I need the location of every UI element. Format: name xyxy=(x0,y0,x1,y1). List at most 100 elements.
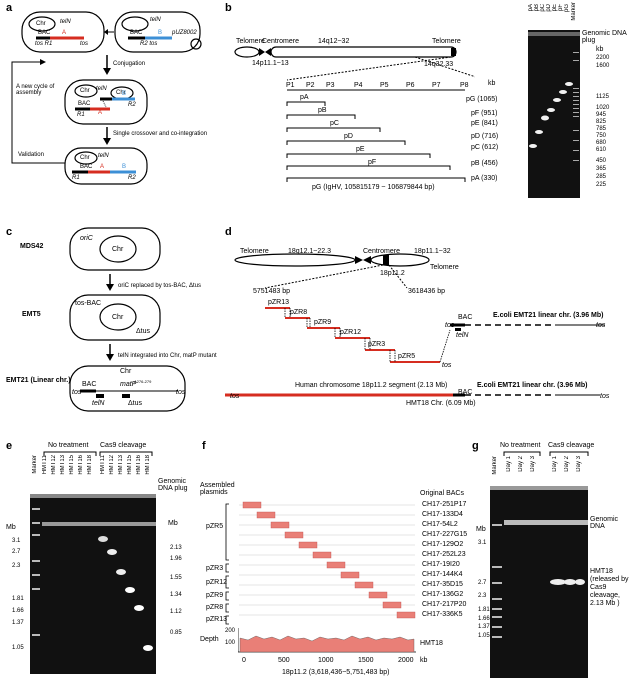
c-tos-l: tos xyxy=(72,389,82,396)
f-x-tick: 500 xyxy=(278,657,290,664)
f-depth-track xyxy=(238,628,416,653)
f-bac-label: CH17-35D15 xyxy=(422,581,463,588)
a-validation: Validation xyxy=(18,152,44,158)
f-depth: Depth xyxy=(200,636,219,643)
b-gel-left-label: pA (330) xyxy=(471,175,498,182)
f-bac-label: CH17-336K5 xyxy=(422,611,463,618)
c-tosbac: tos-BAC xyxy=(75,300,102,307)
g-size: 2.7 xyxy=(478,580,487,586)
d-plasmid-label: pZR13 xyxy=(268,299,290,306)
b-gel-left-label: pE (841) xyxy=(471,120,498,127)
d-plasmid-label: pZR5 xyxy=(398,353,416,360)
b-probe: P4 xyxy=(354,82,363,89)
c-dtus2: Δtus xyxy=(128,400,143,407)
f-bac-label: CH17-251P17 xyxy=(422,501,467,508)
f-x-tick: 1500 xyxy=(358,657,374,664)
d-tos3: tos xyxy=(596,322,606,329)
d-hmt18: HMT18 Chr. (6.09 Mb) xyxy=(406,400,476,407)
a-cell3-teln: telN xyxy=(96,86,107,92)
b-probe: P8 xyxy=(460,82,469,89)
b-marker-size: 1125 xyxy=(596,94,609,100)
f-bac-label: CH17-144K4 xyxy=(422,571,463,578)
g-size: 1.05 xyxy=(478,633,490,639)
a-cell1-tos: tos xyxy=(80,41,89,47)
b-marker-size: 610 xyxy=(596,147,607,153)
b-marker-size: 825 xyxy=(596,119,607,125)
a-cell4-r2: R2 xyxy=(128,175,136,181)
g-lane-label: Marker xyxy=(492,456,498,475)
e-size-right: 1.34 xyxy=(170,592,182,598)
a-cell3-b: B xyxy=(122,91,127,97)
b-marker-size: 680 xyxy=(596,140,607,146)
e-plug: Genomic DNA plug xyxy=(158,478,188,492)
e-size-right: 0.85 xyxy=(170,630,182,636)
b-probe: P2 xyxy=(306,82,315,89)
b-pg-label: pG (IgHV, 105815179 ~ 106879844 bp) xyxy=(312,184,435,191)
b-marker-size: 750 xyxy=(596,133,607,139)
b-construct: pE xyxy=(356,146,365,153)
e-lane-label: HMT18 xyxy=(145,455,151,475)
a-cell3-chr: Chr xyxy=(80,88,90,94)
panel-a-label: a xyxy=(6,2,13,14)
c-chr2: Chr xyxy=(112,314,124,321)
e-gel xyxy=(30,494,156,674)
a-cell1-chr: Chr xyxy=(36,21,46,27)
b-plug: Genomic DNA plug xyxy=(582,30,627,44)
panel-b-map2 xyxy=(286,165,466,182)
e-size-left: 1.05 xyxy=(12,645,24,651)
b-gel xyxy=(528,30,580,198)
g-lane-label: Day 1 xyxy=(552,456,558,472)
b-construct: pC xyxy=(330,120,339,127)
d-tos2: tos xyxy=(442,362,452,369)
b-lane-label: pG xyxy=(564,4,570,13)
d-teln: telN xyxy=(456,332,469,339)
e-lane-label: HMT16 xyxy=(136,455,142,475)
b-gel-bands xyxy=(528,32,580,161)
e-lane-label: Marker xyxy=(32,455,38,474)
c-step2: telN integrated into Chr, matP mutant xyxy=(118,353,217,359)
d-human: Human chromosome 18p11.2 segment (2.13 M… xyxy=(295,382,448,389)
d-centromere: Centromere xyxy=(363,248,400,255)
panel-b-label: b xyxy=(225,2,232,14)
b-marker-size: 225 xyxy=(596,182,607,188)
d-telomere-left: Telomere xyxy=(240,248,269,255)
e-size-left: 1.37 xyxy=(12,620,24,626)
d-tos-l: tos xyxy=(230,393,240,400)
b-right-band: 14q32.33 xyxy=(424,61,454,68)
e-size-right: 1.96 xyxy=(170,556,182,562)
b-probe: P6 xyxy=(406,82,415,89)
b-marker-size: 365 xyxy=(596,166,607,172)
a-cell4-r1: R1 xyxy=(72,175,80,181)
b-marker-size: 1600 xyxy=(596,63,610,69)
b-left-band: 14p11.1~13 xyxy=(252,60,289,67)
g-lane-label: Day 3 xyxy=(576,456,582,472)
b-probe: P5 xyxy=(380,82,389,89)
b-probe: P3 xyxy=(326,82,335,89)
a-cell4-chr: Chr xyxy=(80,155,90,161)
f-depth-tick: 100 xyxy=(225,640,236,646)
a-cell1-a: A xyxy=(62,30,67,36)
d-pos-left: 5751483 bp xyxy=(253,288,290,295)
b-kb: kb xyxy=(488,80,496,87)
a-cell2-plasmid: pUZ8002 xyxy=(172,30,197,36)
a-cell2-r2-tos: R2 tos xyxy=(140,41,158,47)
c-bac: BAC xyxy=(82,381,97,388)
d-plasmid-label: pZR12 xyxy=(340,329,362,336)
d-telomere-right: Telomere xyxy=(430,264,459,271)
g-lane-label: Day 1 xyxy=(506,456,512,472)
panel-c-diagram xyxy=(69,227,186,412)
c-dtus: Δtus xyxy=(136,328,151,335)
b-construct: pA xyxy=(300,94,309,101)
f-x-tick: 0 xyxy=(242,657,246,664)
panel-d-diagram xyxy=(225,253,605,397)
f-bac-label: CH17-252L23 xyxy=(422,551,466,558)
b-construct: pF xyxy=(368,159,377,166)
g-hmt18: HMT18 (released by Cas9 cleavage, 2.13 M… xyxy=(590,568,629,607)
e-size-left: 2.3 xyxy=(12,563,21,569)
g-genomic: Genomic DNA xyxy=(590,516,619,530)
e-size-left: 1.66 xyxy=(12,608,24,614)
e-gel-bands xyxy=(30,494,156,651)
e-size-right: 1.12 xyxy=(170,609,182,615)
e-size-left: 1.81 xyxy=(12,596,24,602)
c-emt21: EMT21 (Linear chr.) xyxy=(6,377,71,384)
